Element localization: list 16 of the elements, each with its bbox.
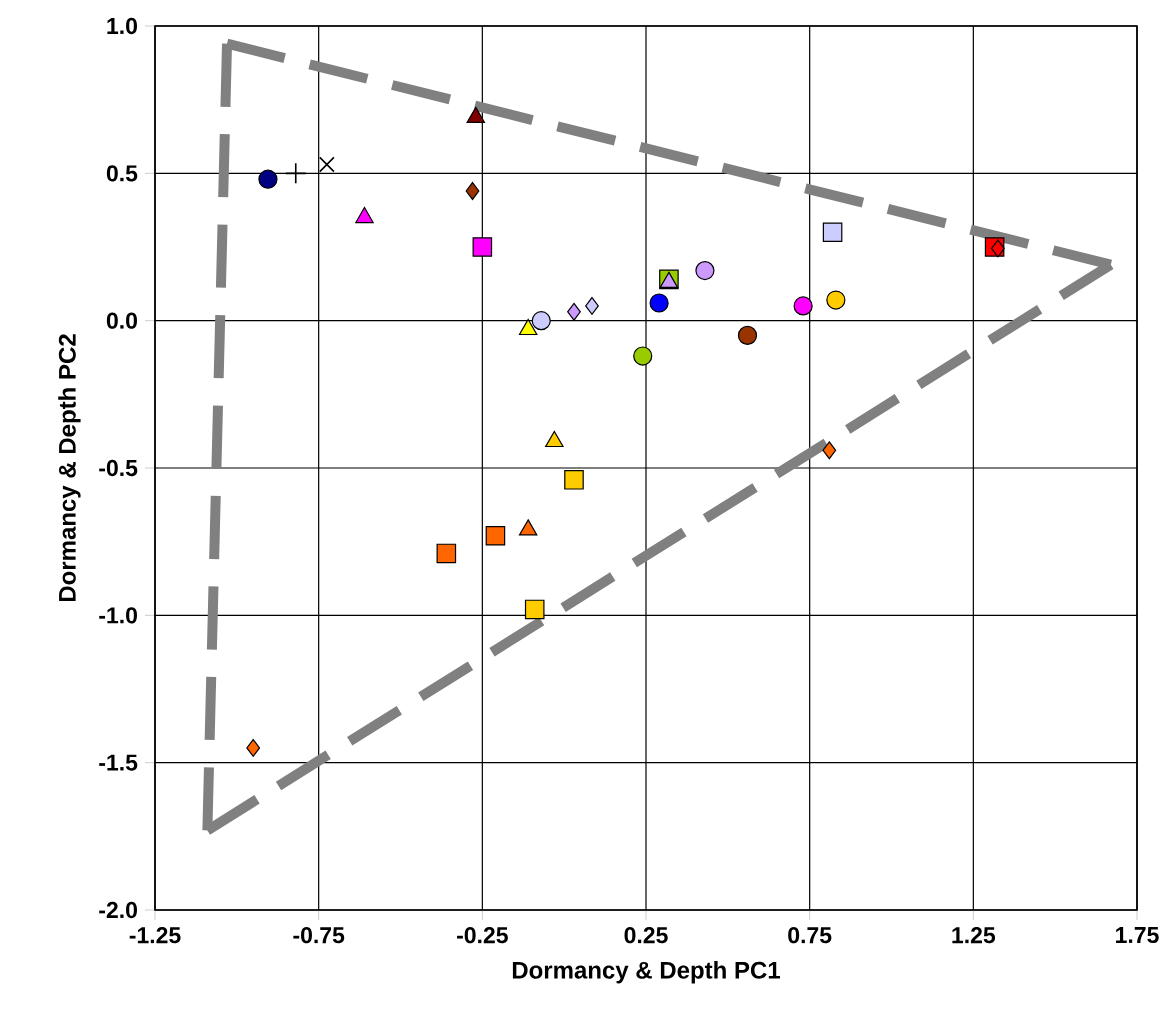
y-axis-title: Dormancy & Depth PC2 <box>58 334 81 602</box>
y-tick-label: -0.5 <box>99 459 138 477</box>
y-tick-label: 1.0 <box>107 17 137 35</box>
x-tick-label: -0.75 <box>293 927 345 944</box>
x-tick-label: 0.25 <box>624 927 668 944</box>
y-tick-label: 0.0 <box>106 312 137 329</box>
x-tick-label: 0.75 <box>788 927 832 944</box>
y-tick-label: -2.0 <box>99 901 137 919</box>
x-tick-label: -0.25 <box>457 927 508 944</box>
x-tick-label: 1.75 <box>1116 927 1159 944</box>
x-tick-label: 1.25 <box>952 927 996 944</box>
x-tick-label: -1.25 <box>129 927 181 944</box>
x-axis-title: Dormancy & Depth PC1 <box>512 961 780 984</box>
y-tick-label: 0.5 <box>106 165 138 182</box>
y-tick-label: -1.5 <box>99 754 138 771</box>
y-tick-label: -1.0 <box>99 607 137 624</box>
